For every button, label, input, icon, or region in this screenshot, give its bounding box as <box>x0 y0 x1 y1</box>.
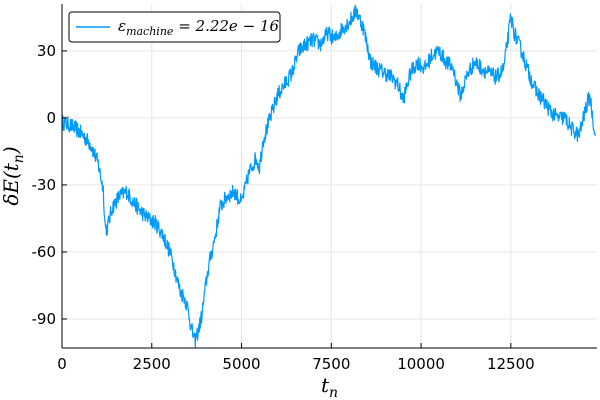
y-tick-label: 0 <box>46 109 56 127</box>
x-axis-label-sub: n <box>329 385 338 400</box>
axes <box>61 4 597 349</box>
y-axis-label-sub: n <box>11 154 27 163</box>
y-tick-label: 30 <box>37 42 56 60</box>
y-tick-label: -90 <box>32 310 57 328</box>
x-tick-label: 5000 <box>222 355 260 373</box>
x-tick-label: 2500 <box>133 355 171 373</box>
legend-entry-rest: = 2.22e − 16 <box>173 17 279 35</box>
legend: εmachine = 2.22e − 16 <box>68 11 281 43</box>
x-tick-label: 10000 <box>397 355 445 373</box>
legend-entry: εmachine = 2.22e − 16 <box>118 17 279 38</box>
x-tick-label: 0 <box>57 355 67 373</box>
y-tick-label: -30 <box>32 176 57 194</box>
grid <box>62 4 597 348</box>
legend-entry-sub: machine <box>126 25 174 38</box>
x-tick-label: 12500 <box>487 355 535 373</box>
y-axis-label-post: ) <box>0 146 23 155</box>
y-tick-label: -60 <box>32 243 57 261</box>
series-layer <box>61 4 596 348</box>
y-axis-label-pre: δE(t <box>0 162 23 205</box>
tick-labels: 0 2500 5000 7500 10000 12500 30 0 -30 -60 -90 <box>32 42 535 373</box>
legend-entry-base: ε <box>118 17 126 35</box>
y-axis-label: δE(tn) <box>0 146 27 205</box>
x-axis-label: tn <box>321 373 338 400</box>
legend-box <box>68 11 281 43</box>
x-axis-label-base: t <box>321 373 330 397</box>
series-line <box>61 4 596 348</box>
x-tick-label: 7500 <box>312 355 350 373</box>
